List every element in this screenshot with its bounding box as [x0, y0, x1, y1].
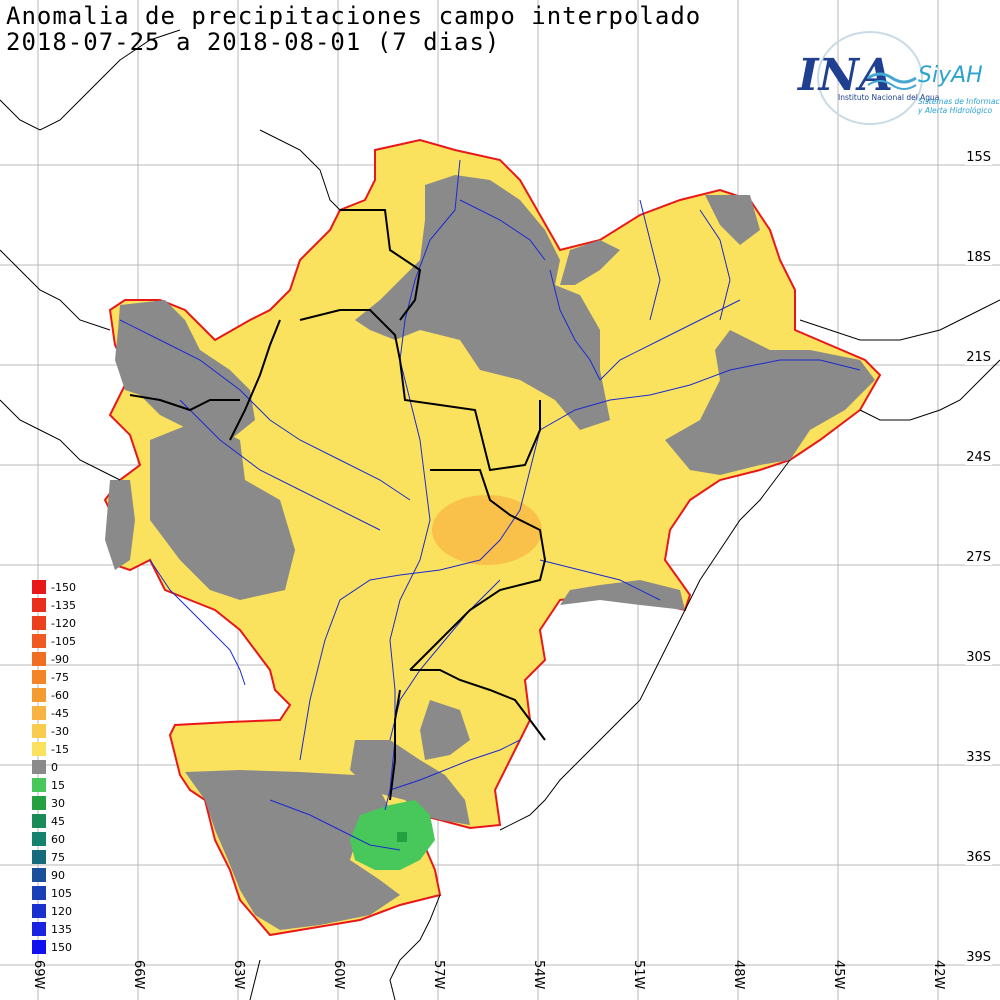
- lat-label: 24S: [965, 450, 992, 465]
- borders: [129, 209, 547, 801]
- legend-item: 105: [32, 886, 72, 900]
- legend-swatch: [32, 598, 46, 612]
- legend-item: -90: [32, 652, 69, 666]
- lat-label: 21S: [965, 350, 992, 365]
- legend-label: -75: [51, 670, 69, 684]
- legend-item: 45: [32, 814, 65, 828]
- positive-anomaly-peak: [397, 832, 407, 842]
- lon-label: 51W: [631, 960, 646, 990]
- legend-swatch: [32, 832, 46, 846]
- legend-swatch: [32, 688, 46, 702]
- lat-label: 39S: [965, 950, 992, 965]
- rivers: [119, 159, 861, 851]
- legend-item: -30: [32, 724, 69, 738]
- legend-label: 120: [51, 904, 72, 918]
- legend-swatch: [32, 616, 46, 630]
- legend-item: 30: [32, 796, 65, 810]
- legend-swatch: [32, 904, 46, 918]
- lon-label: 60W: [331, 960, 346, 990]
- legend-label: -45: [51, 706, 69, 720]
- legend-swatch: [32, 634, 46, 648]
- lon-label: 57W: [431, 960, 446, 990]
- legend-label: 105: [51, 886, 72, 900]
- logo-brand-text: SiyAH: [918, 63, 983, 88]
- legend-label: 0: [51, 760, 58, 774]
- legend-item: 135: [32, 922, 72, 936]
- lon-label: 66W: [131, 960, 146, 990]
- lat-label: 15S: [965, 150, 992, 165]
- legend-swatch: [32, 814, 46, 828]
- legend-swatch: [32, 742, 46, 756]
- legend-item: -75: [32, 670, 69, 684]
- legend-label: 15: [51, 778, 65, 792]
- lon-label: 42W: [931, 960, 946, 990]
- legend-label: -135: [51, 598, 76, 612]
- positive-anomaly-region: [350, 800, 435, 870]
- ina-logo-icon: INA SiyAH Instituto Nacional del Agua Si…: [796, 31, 1000, 125]
- lon-label: 63W: [231, 960, 246, 990]
- legend-swatch: [32, 778, 46, 792]
- legend-label: 150: [51, 940, 72, 954]
- legend-item: 150: [32, 940, 72, 954]
- legend-label: 30: [51, 796, 65, 810]
- legend-item: 60: [32, 832, 65, 846]
- legend-swatch: [32, 796, 46, 810]
- legend-label: 135: [51, 922, 72, 936]
- map-date-range: 2018-07-25 a 2018-08-01 (7 dias): [6, 28, 501, 56]
- lon-label: 45W: [831, 960, 846, 990]
- logo-subtitle: Instituto Nacional del Agua: [838, 93, 939, 102]
- legend-swatch: [32, 706, 46, 720]
- legend-item: -150: [32, 580, 76, 594]
- lat-label: 30S: [965, 650, 992, 665]
- legend-item: 120: [32, 904, 72, 918]
- lat-label: 33S: [965, 750, 992, 765]
- legend-item: 0: [32, 760, 58, 774]
- legend-item: -60: [32, 688, 69, 702]
- lon-label: 69W: [31, 960, 46, 990]
- legend-label: -150: [51, 580, 76, 594]
- lat-label: 18S: [965, 250, 992, 265]
- legend-label: 60: [51, 832, 65, 846]
- legend-item: -135: [32, 598, 76, 612]
- legend-item: -105: [32, 634, 76, 648]
- legend-swatch: [32, 580, 46, 594]
- lon-label: 48W: [731, 960, 746, 990]
- ina-siyah-logo: INA SiyAH Instituto Nacional del Agua Si…: [790, 30, 1000, 130]
- legend-item: -120: [32, 616, 76, 630]
- legend-swatch: [32, 850, 46, 864]
- map-title: Anomalia de precipitaciones campo interp…: [6, 2, 702, 30]
- legend-swatch: [32, 886, 46, 900]
- legend-swatch: [32, 940, 46, 954]
- legend-label: 75: [51, 850, 65, 864]
- legend-label: 90: [51, 868, 65, 882]
- lat-label: 36S: [965, 850, 992, 865]
- legend-label: -15: [51, 742, 69, 756]
- legend-swatch: [32, 652, 46, 666]
- legend-label: -105: [51, 634, 76, 648]
- legend-label: 45: [51, 814, 65, 828]
- legend-label: -30: [51, 724, 69, 738]
- lon-label: 54W: [531, 960, 546, 990]
- lat-label: 27S: [965, 550, 992, 565]
- legend-item: -45: [32, 706, 69, 720]
- legend-item: 75: [32, 850, 65, 864]
- legend-label: -60: [51, 688, 69, 702]
- legend-label: -90: [51, 652, 69, 666]
- legend-swatch: [32, 670, 46, 684]
- deficit-region: [432, 495, 542, 565]
- legend-item: 15: [32, 778, 65, 792]
- coastline: [0, 29, 1000, 1000]
- legend-swatch: [32, 922, 46, 936]
- legend-item: 90: [32, 868, 65, 882]
- legend-swatch: [32, 724, 46, 738]
- logo-tagline-2: y Alerta Hidrológico: [917, 106, 992, 115]
- legend-label: -120: [51, 616, 76, 630]
- legend-swatch: [32, 868, 46, 882]
- logo-tagline-1: Sistemas de Información: [918, 97, 1000, 106]
- legend-item: -15: [32, 742, 69, 756]
- legend-swatch: [32, 760, 46, 774]
